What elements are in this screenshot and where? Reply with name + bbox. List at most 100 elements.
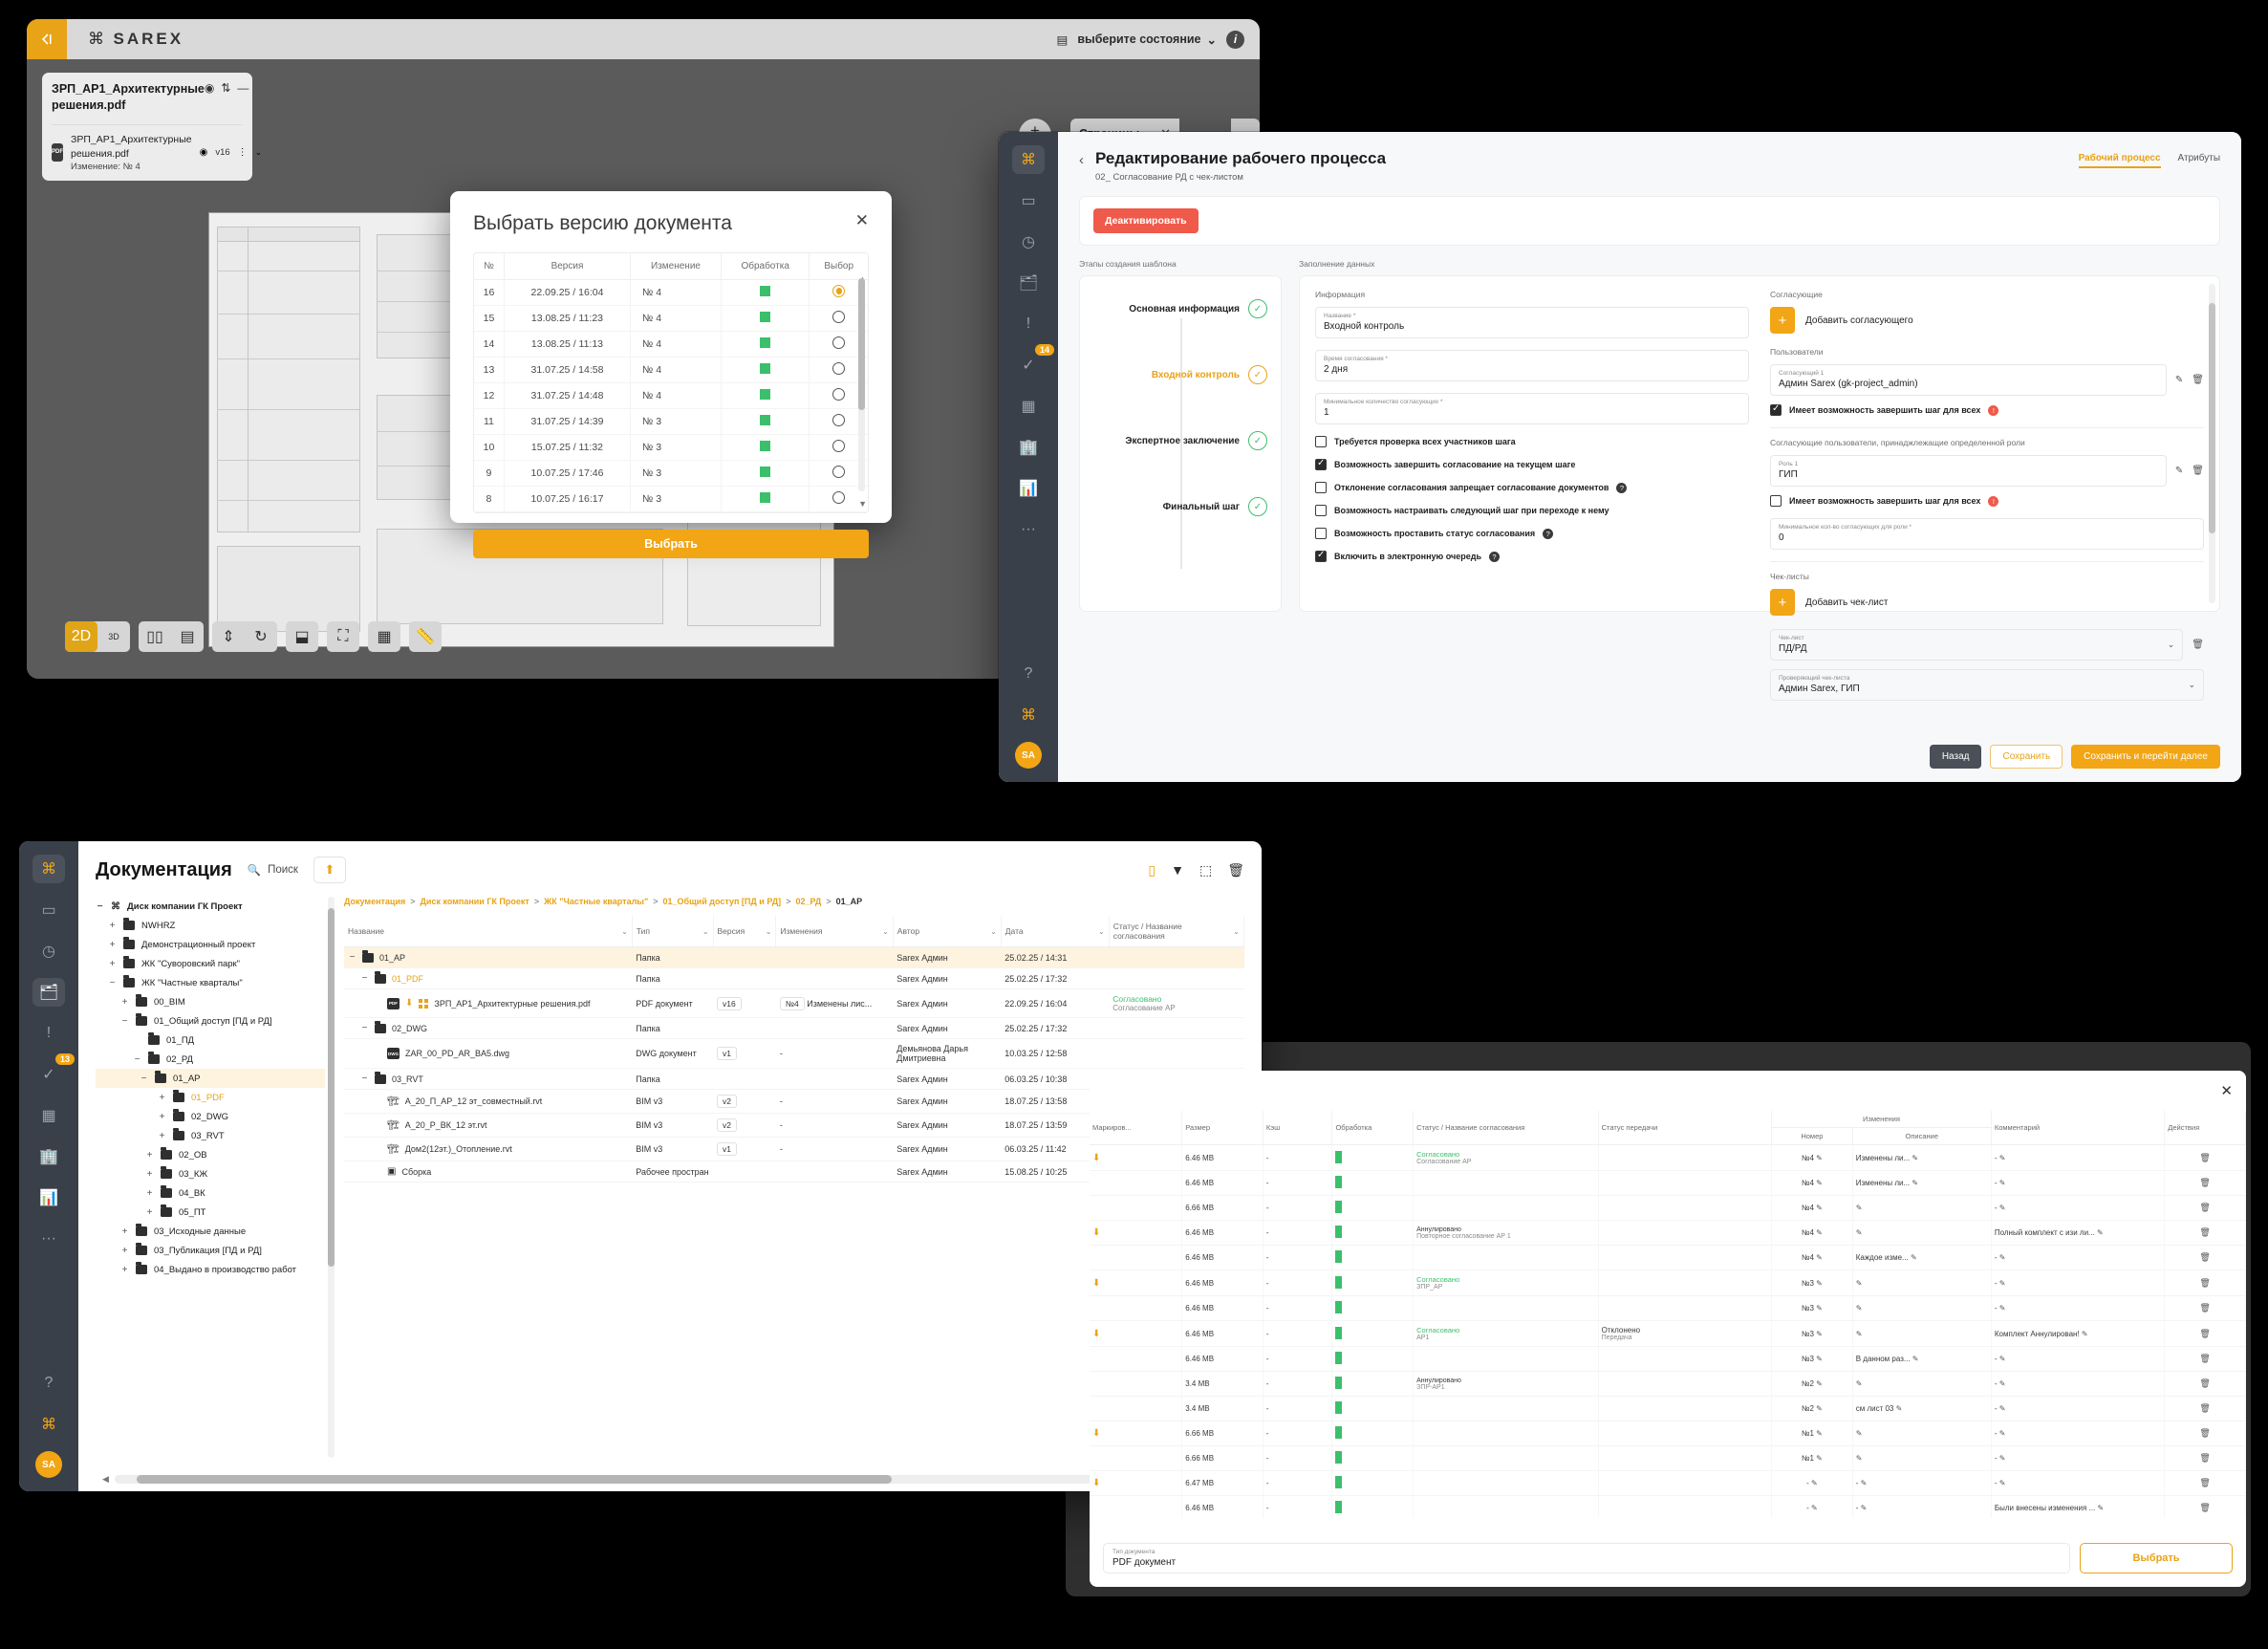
edit-icon[interactable]: ✎ [1912,1355,1919,1363]
stamp-icon[interactable]: ⬇ [1092,1152,1101,1163]
help-icon[interactable]: ! [1988,495,1999,507]
edit-icon[interactable]: ✎ [1855,1429,1863,1438]
edit-icon[interactable]: ✎ [1912,1153,1919,1162]
tree-toggle-icon[interactable]: + [146,1187,153,1199]
breadcrumb-item[interactable]: Диск компании ГК Проект [420,897,529,906]
info-icon[interactable]: i [1226,30,1244,49]
tree-toggle-icon[interactable]: − [97,900,103,912]
close-icon[interactable]: ✕ [2220,1083,2233,1099]
edit-icon[interactable]: ✎ [1816,1404,1823,1413]
workflow-checkbox-row[interactable]: Возможность настраивать следующий шаг пр… [1315,505,1749,516]
trash-icon[interactable]: 🗑 [2199,1152,2211,1162]
table-row[interactable]: 6.46 MB - №4 ✎ Изменены ли... ✎ - ✎ 🗑 [1090,1170,2246,1196]
edit-icon[interactable]: ✎ [1855,1228,1863,1237]
workflow-checkbox-row[interactable]: Отклонение согласования запрещает соглас… [1315,482,1749,493]
tree-toggle-icon[interactable]: − [134,1053,140,1065]
file-col-header[interactable]: Автор ⌄ [893,916,1002,947]
tree-node[interactable]: − ⌘ Диск компании ГК Проект [96,897,325,916]
edit-icon[interactable]: ✎ [1816,1329,1823,1338]
filter-icon[interactable]: ▼ [1171,862,1184,878]
edit-icon[interactable]: ✎ [1810,1504,1818,1512]
help-icon[interactable]: ? [1543,528,1554,539]
sidebar-item-home[interactable]: ⌘ [1012,145,1045,174]
checklist-reviewer-select[interactable]: Проверяющий чек-листа Админ Sarex, ГИП ⌄ [1770,669,2204,701]
history-col-processed[interactable]: Обработка [1331,1111,1415,1145]
version-radio[interactable] [809,408,868,435]
history-col-comment[interactable]: Комментарий [1991,1111,2166,1145]
sidebar-item-clock[interactable]: ◷ [1022,234,1035,250]
table-row[interactable]: 14 13.08.25 / 11:13 № 4 [474,331,868,358]
sidebar-item-calendar[interactable]: ▦ [1021,399,1036,415]
edit-icon[interactable]: ✎ [1816,1253,1823,1262]
sidebar-item-more[interactable]: ··· [1021,521,1036,537]
workflow-checkbox-row[interactable]: Включить в электронную очередь ? [1315,550,1749,562]
split-horizontal-icon[interactable]: ▤ [180,629,195,645]
grid-off-icon[interactable]: ▦ [368,621,400,652]
tree-node[interactable]: − 01_AP [96,1069,325,1088]
help-icon[interactable]: ? [1024,665,1033,682]
chevron-down-icon[interactable]: ⌄ [702,926,709,936]
edit-icon[interactable]: ✎ [1855,1379,1863,1388]
edit-icon[interactable]: ✎ [1998,1479,2006,1487]
chevron-down-icon[interactable]: ⌄ [882,926,889,936]
edit-icon[interactable]: ✎ [1998,1278,2006,1288]
zoom-in-button[interactable]: + [1030,121,1040,140]
edit-icon[interactable]: ✎ [1998,1153,2006,1162]
version-radio[interactable] [809,331,868,358]
rotate-icon[interactable]: ↻ [254,629,268,645]
file-col-header[interactable]: Тип ⌄ [632,916,714,947]
breadcrumb-item[interactable]: 01_Общий доступ [ПД и РД] [662,897,782,906]
sidebar-item-more[interactable]: ··· [41,1230,56,1247]
history-actions[interactable]: 🗑 [2164,1371,2246,1397]
delete-icon[interactable]: 🗑 [2192,375,2204,385]
qr-icon[interactable] [419,998,429,1009]
checkbox[interactable] [1315,436,1327,447]
trash-icon[interactable]: 🗑 [2199,1203,2211,1212]
edit-icon[interactable]: ✎ [1998,1404,2006,1413]
workflow-field[interactable]: Название * Входной контроль [1315,307,1749,338]
edit-icon[interactable]: ✎ [1998,1253,2006,1262]
sidebar-item-company[interactable]: 🏢 [1019,440,1038,456]
history-actions[interactable]: 🗑 [2164,1396,2246,1421]
chevron-down-icon[interactable]: ⌄ [1233,926,1240,936]
edit-icon[interactable]: ✎ [1816,1454,1823,1463]
workflow-step[interactable]: Финальный шаг ✓ [1093,497,1267,516]
edit-icon[interactable]: ✎ [1816,1153,1823,1162]
edit-icon[interactable]: ✎ [1816,1204,1823,1212]
history-actions[interactable]: 🗑 [2164,1320,2246,1347]
row-toggle-icon[interactable]: − [361,1074,368,1084]
trash-icon[interactable]: 🗑 [2199,1403,2211,1413]
edit-icon[interactable]: ✎ [1998,1429,2006,1438]
table-row[interactable]: ⬇ 6.46 MB - Согласовано Согласование АР №… [1090,1144,2246,1171]
version-radio[interactable] [809,357,868,383]
edit-icon[interactable]: ✎ [1816,1179,1823,1187]
workflow-step[interactable]: Входной контроль ✓ [1093,365,1267,384]
chevron-down-icon[interactable]: ⌄ [765,926,772,936]
tree-node[interactable]: + 03_RVT [96,1126,325,1145]
version-radio[interactable] [809,486,868,512]
table-row[interactable]: 10 15.07.25 / 11:32 № 3 [474,434,868,461]
help-icon[interactable]: ? [1488,551,1500,562]
history-actions[interactable]: 🗑 [2164,1170,2246,1196]
version-table-scrollbar[interactable] [858,278,865,491]
breadcrumb-item[interactable]: 02_РД [795,897,822,906]
tree-toggle-icon[interactable]: + [109,958,116,969]
back-icon[interactable] [27,19,67,59]
sidebar-item-tasks[interactable]: ✓ 14 [1012,344,1054,380]
tree-node[interactable]: + NWHRZ [96,916,325,935]
edit-icon[interactable]: ✎ [1855,1304,1863,1313]
file-col-header[interactable]: Название ⌄ [344,916,633,947]
eye-icon[interactable]: ◉ [204,81,215,95]
history-col-num[interactable]: Номер [1771,1127,1853,1145]
row-toggle-icon[interactable]: − [361,1023,368,1033]
edit-icon[interactable]: ✎ [2081,1329,2088,1338]
edit-icon[interactable]: ✎ [1860,1479,1868,1487]
history-col-transfer[interactable]: Статус передачи [1598,1111,1773,1145]
trash-icon[interactable]: 🗑 [2199,1378,2211,1388]
table-row[interactable]: 6.46 MB - - ✎ - ✎ Были внесены изменения… [1090,1495,2246,1518]
back-button[interactable]: Назад [1929,745,1982,769]
select-button[interactable]: Выбрать [2080,1543,2233,1573]
view-2d-icon[interactable]: 2D [65,621,97,652]
table-row[interactable]: 6.46 MB - №3 ✎ ✎ - ✎ 🗑 [1090,1295,2246,1321]
tree-node[interactable]: + 03_Публикация [ПД и РД] [96,1241,325,1260]
